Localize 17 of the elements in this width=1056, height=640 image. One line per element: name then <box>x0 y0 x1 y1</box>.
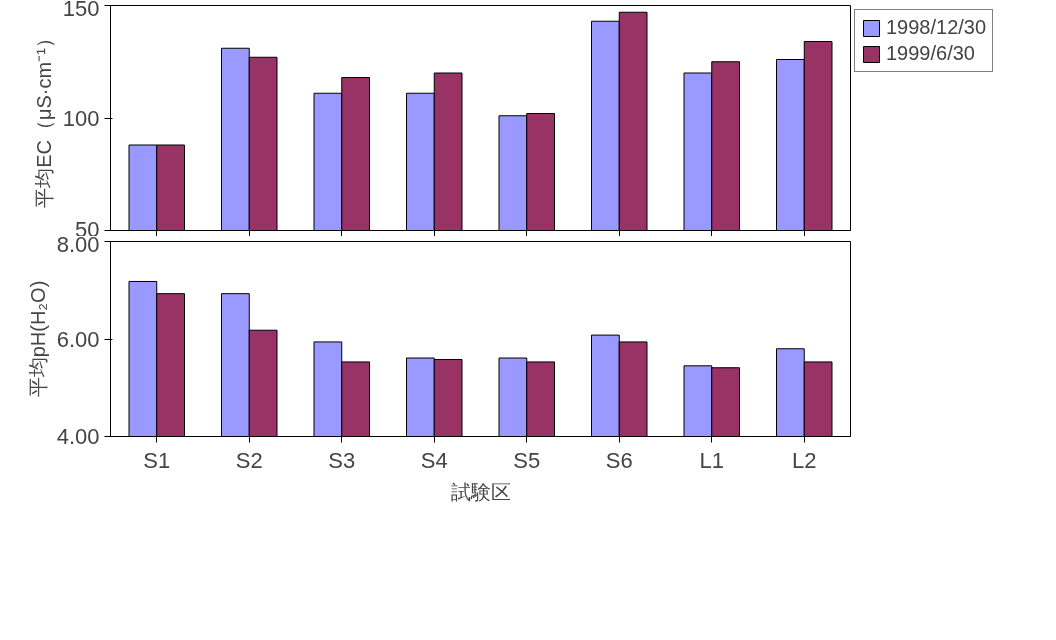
y-tick-label: 4.00 <box>56 424 100 449</box>
y-tick-label: 150 <box>62 0 100 21</box>
x-axis-title: 試験区 <box>450 480 511 503</box>
x-tick-label: S1 <box>143 447 171 473</box>
x-tick-label: S6 <box>605 447 633 473</box>
x-tick-label: S2 <box>235 447 263 473</box>
x-tick-label: S4 <box>420 447 448 473</box>
x-tick-label: L2 <box>792 447 817 473</box>
y-axis-title: 平均pH(H₂O) <box>26 280 49 398</box>
y-tick-label: 100 <box>62 105 100 131</box>
x-tick-label: L1 <box>699 447 724 473</box>
x-tick-label: S5 <box>513 447 541 473</box>
y-axis-title: 平均EC（μS·cm⁻¹） <box>32 28 55 208</box>
legend-label: 1998/12/30 <box>886 16 987 39</box>
y-tick-label: 6.00 <box>56 326 100 352</box>
legend-label: 1999/6/30 <box>886 42 975 65</box>
x-tick-label: S3 <box>328 447 356 473</box>
